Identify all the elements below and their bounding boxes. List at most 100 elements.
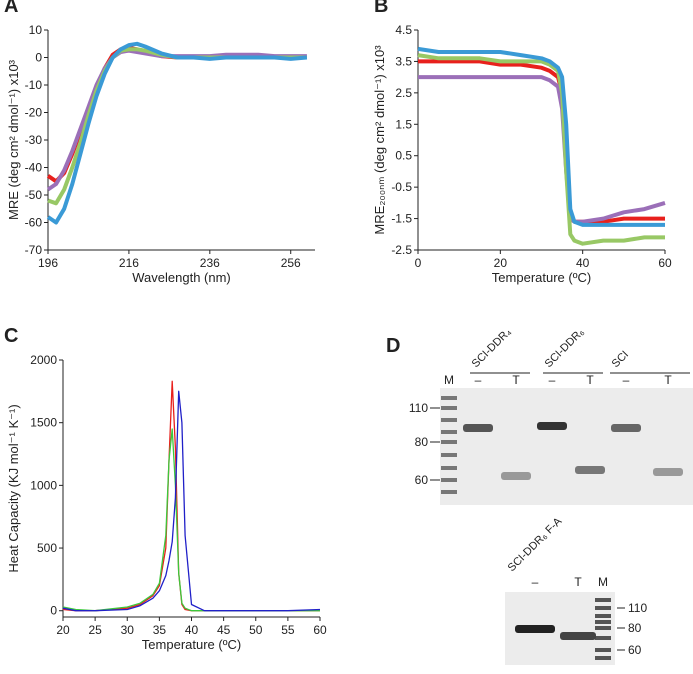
ladder-band: [441, 478, 457, 482]
y-tick-label: 1000: [30, 478, 57, 492]
x-tick-label: 40: [576, 256, 590, 270]
ladder-band: [595, 620, 611, 624]
ladder-band: [595, 606, 611, 610]
data-line: [46, 48, 307, 192]
y-tick-label: -40: [25, 161, 43, 175]
y-tick-label: 2.5: [395, 86, 412, 100]
data-line: [62, 428, 320, 612]
y-tick-label: 10: [29, 23, 43, 37]
data-line: [62, 390, 321, 612]
x-tick-label: 20: [494, 256, 508, 270]
x-tick-label: 256: [281, 256, 301, 270]
lane-label: –: [475, 373, 482, 387]
y-tick-label: -2.5: [391, 243, 412, 257]
panel-label: B: [374, 0, 388, 17]
ladder-band: [595, 636, 611, 640]
data-line: [418, 75, 666, 224]
y-axis-label: Heat Capacity (KJ mol⁻¹ K⁻¹): [6, 404, 21, 572]
data-line: [417, 46, 665, 227]
ladder-band: [595, 614, 611, 618]
y-tick-label: 0.5: [395, 149, 412, 163]
marker-label: 110: [628, 601, 647, 615]
x-tick-label: 45: [217, 623, 231, 637]
data-line: [62, 380, 320, 612]
x-tick-label: 55: [281, 623, 295, 637]
y-tick-label: 2000: [30, 353, 57, 367]
x-tick-label: 25: [88, 623, 102, 637]
y-tick-label: 4.5: [395, 23, 412, 37]
protein-band: [463, 424, 493, 432]
panel-label: C: [4, 325, 18, 347]
protein-band: [515, 625, 555, 633]
group-label: SCI: [610, 349, 631, 370]
lane-label: –: [623, 373, 630, 387]
data-line: [417, 53, 665, 246]
y-tick-label: 1.5: [395, 117, 412, 131]
marker-label: 110: [409, 401, 428, 415]
marker-label: 80: [415, 435, 429, 449]
x-tick-label: 60: [658, 256, 672, 270]
ladder-band: [441, 466, 457, 470]
lane-label: –: [549, 373, 556, 387]
x-tick-label: 50: [249, 623, 263, 637]
lane-label: M: [444, 373, 454, 387]
x-axis-label: Temperature (ºC): [142, 637, 241, 652]
y-axis-label: MRE (deg cm² dmol⁻¹) x10³: [6, 59, 21, 220]
y-tick-label: 1500: [30, 416, 57, 430]
protein-band: [560, 632, 596, 640]
y-tick-label: -70: [25, 243, 43, 257]
y-tick-label: -60: [25, 216, 43, 230]
group-label: SCI-DDR₆: [543, 326, 587, 370]
y-tick-label: -20: [25, 106, 43, 120]
marker-label: 60: [415, 473, 429, 487]
y-tick-label: -10: [25, 78, 43, 92]
y-tick-label: 0: [50, 604, 57, 618]
y-tick-label: -0.5: [391, 180, 412, 194]
lane-label: –: [532, 575, 539, 589]
protein-band: [653, 468, 683, 476]
ladder-band: [595, 648, 611, 652]
x-axis-label: Temperature (ºC): [492, 270, 591, 285]
ladder-band: [441, 490, 457, 494]
ladder-band: [441, 453, 457, 457]
protein-band: [575, 466, 605, 474]
y-tick-label: -30: [25, 133, 43, 147]
ladder-band: [441, 418, 457, 422]
x-tick-label: 30: [121, 623, 135, 637]
y-tick-label: -50: [25, 188, 43, 202]
ladder-band: [595, 598, 611, 602]
x-tick-label: 196: [38, 256, 58, 270]
x-tick-label: 0: [415, 256, 422, 270]
x-tick-label: 40: [185, 623, 199, 637]
data-line: [418, 59, 665, 224]
marker-label: 60: [628, 643, 642, 657]
lane-label: T: [574, 575, 582, 589]
panel-label: D: [386, 335, 400, 357]
y-tick-label: 3.5: [395, 54, 412, 68]
protein-band: [537, 422, 567, 430]
x-tick-label: 20: [56, 623, 70, 637]
ladder-band: [441, 440, 457, 444]
protein-band: [611, 424, 641, 432]
lane-label: T: [586, 373, 594, 387]
gel-image: [440, 388, 693, 505]
x-tick-label: 60: [313, 623, 327, 637]
y-tick-label: 500: [37, 541, 57, 555]
ladder-band: [441, 430, 457, 434]
y-tick-label: 0: [35, 51, 42, 65]
x-tick-label: 236: [200, 256, 220, 270]
x-axis-label: Wavelength (nm): [132, 270, 231, 285]
ladder-band: [441, 406, 457, 410]
x-tick-label: 216: [119, 256, 139, 270]
y-tick-label: -1.5: [391, 212, 412, 226]
panel-label: A: [4, 0, 18, 17]
protein-band: [501, 472, 531, 480]
lane-label: T: [512, 373, 520, 387]
data-line: [46, 41, 308, 225]
ladder-band: [595, 656, 611, 660]
group-label: SCI-DDR₄: [470, 326, 514, 370]
ladder-band: [441, 396, 457, 400]
lane-label: M: [598, 575, 608, 589]
marker-label: 80: [628, 621, 642, 635]
